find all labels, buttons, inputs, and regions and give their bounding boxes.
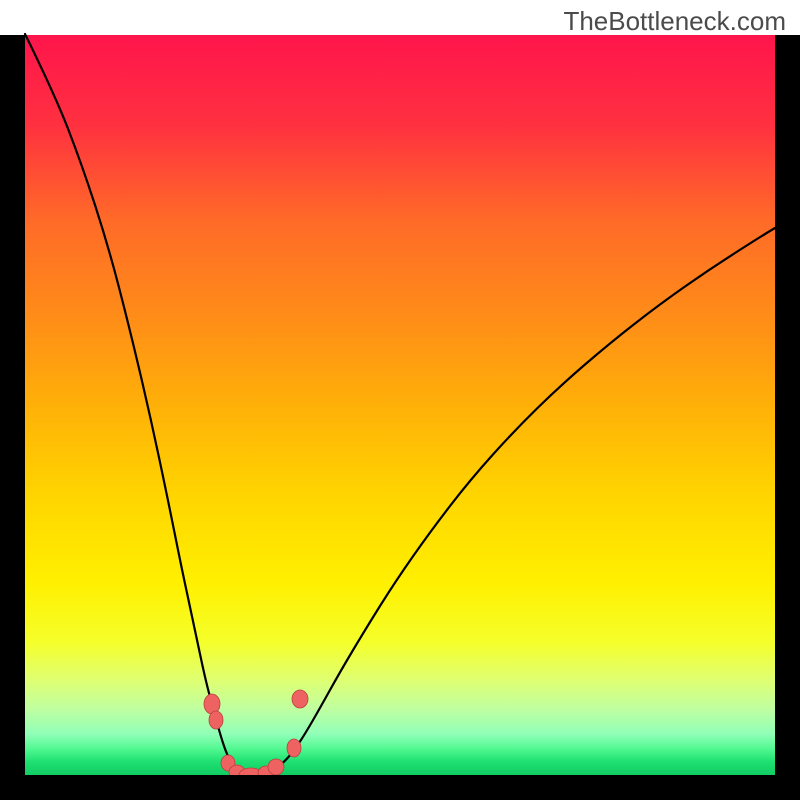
- watermark-text: TheBottleneck.com: [563, 6, 786, 37]
- watermark-label: TheBottleneck.com: [563, 6, 786, 36]
- data-marker: [268, 759, 284, 775]
- gradient-background: [25, 35, 775, 775]
- data-marker: [209, 711, 223, 729]
- chart-border: [0, 775, 800, 800]
- chart-frame: TheBottleneck.com: [0, 0, 800, 800]
- chart-border: [775, 35, 800, 800]
- chart-border: [0, 35, 25, 800]
- data-marker: [292, 690, 308, 708]
- bottleneck-chart: [0, 0, 800, 800]
- data-marker: [287, 739, 301, 757]
